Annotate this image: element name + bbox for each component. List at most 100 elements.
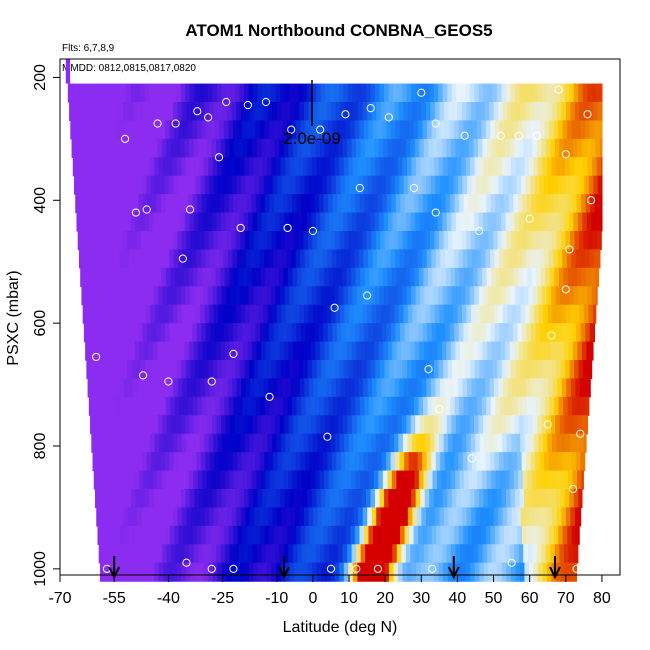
field-cell bbox=[293, 213, 298, 232]
field-cell bbox=[186, 231, 191, 250]
field-cell bbox=[139, 544, 144, 563]
field-cell bbox=[258, 360, 263, 379]
field-cell bbox=[236, 231, 241, 250]
field-cell bbox=[428, 471, 433, 490]
field-cell bbox=[101, 305, 106, 324]
field-cell bbox=[476, 305, 481, 324]
field-cell bbox=[261, 544, 266, 563]
field-cell bbox=[150, 434, 155, 453]
field-cell bbox=[217, 360, 222, 379]
field-cell bbox=[571, 378, 576, 397]
field-cell bbox=[466, 360, 471, 379]
field-cell bbox=[291, 249, 296, 268]
field-cell bbox=[276, 157, 281, 176]
field-cell bbox=[255, 176, 260, 195]
field-cell bbox=[458, 249, 463, 268]
field-cell bbox=[413, 249, 418, 268]
field-cell bbox=[498, 231, 503, 250]
field-cell bbox=[358, 507, 363, 526]
field-cell bbox=[470, 360, 475, 379]
field-cell bbox=[264, 176, 269, 195]
field-cell bbox=[202, 471, 207, 490]
field-cell bbox=[292, 194, 297, 213]
field-cell bbox=[194, 544, 199, 563]
field-cell bbox=[573, 544, 578, 563]
field-cell bbox=[474, 342, 479, 361]
field-cell bbox=[134, 471, 139, 490]
field-cell bbox=[214, 176, 219, 195]
field-cell bbox=[168, 360, 173, 379]
field-cell bbox=[348, 157, 353, 176]
field-cell bbox=[324, 194, 329, 213]
field-cell bbox=[412, 102, 417, 121]
field-cell bbox=[502, 157, 507, 176]
field-cell bbox=[348, 489, 353, 508]
field-cell bbox=[499, 176, 504, 195]
field-cell bbox=[456, 489, 461, 508]
field-cell bbox=[509, 268, 514, 287]
field-cell bbox=[231, 231, 236, 250]
field-cell bbox=[485, 378, 490, 397]
field-cell bbox=[564, 544, 569, 563]
field-cell bbox=[361, 84, 366, 103]
field-cell bbox=[159, 434, 164, 453]
field-cell bbox=[201, 378, 206, 397]
field-cell bbox=[588, 360, 593, 379]
field-cell bbox=[365, 268, 370, 287]
field-cell bbox=[481, 249, 486, 268]
field-cell bbox=[563, 323, 568, 342]
field-cell bbox=[140, 489, 145, 508]
field-cell bbox=[366, 157, 371, 176]
field-cell bbox=[539, 378, 544, 397]
field-cell bbox=[120, 397, 125, 416]
field-cell bbox=[551, 157, 556, 176]
field-cell bbox=[479, 360, 484, 379]
field-cell bbox=[220, 397, 225, 416]
field-cell bbox=[95, 286, 100, 305]
field-cell bbox=[596, 84, 601, 103]
field-cell bbox=[416, 489, 421, 508]
field-cell bbox=[189, 213, 194, 232]
field-cell bbox=[495, 397, 500, 416]
field-cell bbox=[124, 378, 129, 397]
field-cell bbox=[492, 84, 497, 103]
field-cell bbox=[518, 268, 523, 287]
field-cell bbox=[138, 452, 143, 471]
field-cell bbox=[497, 415, 502, 434]
field-cell bbox=[331, 305, 336, 324]
field-cell bbox=[204, 231, 209, 250]
field-cell bbox=[535, 176, 540, 195]
field-cell bbox=[235, 286, 240, 305]
field-cell bbox=[345, 176, 350, 195]
field-cell bbox=[471, 434, 476, 453]
field-cell bbox=[361, 544, 366, 563]
field-cell bbox=[126, 415, 131, 434]
field-cell bbox=[506, 415, 511, 434]
field-cell bbox=[233, 323, 238, 342]
field-cell bbox=[348, 286, 353, 305]
field-cell bbox=[414, 526, 419, 545]
field-cell bbox=[488, 563, 493, 582]
field-cell bbox=[371, 157, 376, 176]
field-cell bbox=[500, 194, 505, 213]
field-cell bbox=[246, 120, 251, 139]
field-cell bbox=[197, 194, 202, 213]
field-cell bbox=[543, 102, 548, 121]
field-cell bbox=[428, 397, 433, 416]
field-cell bbox=[425, 231, 430, 250]
field-cell bbox=[147, 452, 152, 471]
field-cell bbox=[257, 139, 262, 158]
field-cell bbox=[221, 415, 226, 434]
field-cell bbox=[376, 434, 381, 453]
field-cell bbox=[352, 84, 357, 103]
field-cell bbox=[267, 286, 272, 305]
field-cell bbox=[577, 194, 582, 213]
field-cell bbox=[318, 378, 323, 397]
field-cell bbox=[258, 563, 263, 582]
field-cell bbox=[515, 415, 520, 434]
field-cell bbox=[448, 360, 453, 379]
field-cell bbox=[333, 397, 338, 416]
field-cell bbox=[462, 507, 467, 526]
field-cell bbox=[325, 544, 330, 563]
field-cell bbox=[142, 249, 147, 268]
